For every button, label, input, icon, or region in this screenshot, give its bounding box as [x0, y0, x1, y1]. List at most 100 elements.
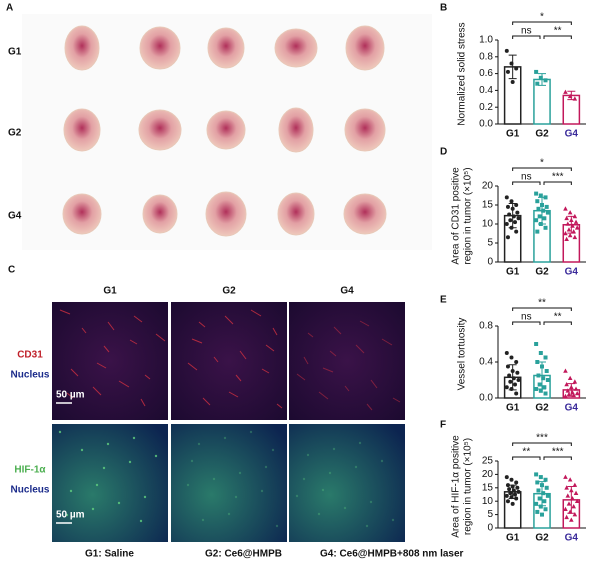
data-point: [504, 222, 509, 226]
vessel: [303, 356, 309, 365]
hypoxia-spot: [91, 507, 95, 511]
hypoxia-spot: [58, 430, 62, 434]
significance-label: **: [554, 312, 562, 323]
data-point: [540, 512, 544, 517]
vessel: [355, 344, 365, 354]
data-point: [513, 382, 518, 387]
vessel: [344, 385, 350, 392]
hypoxia-spot: [358, 441, 362, 445]
data-point: [535, 360, 540, 364]
error-bar: [508, 54, 517, 80]
significance-label: **: [522, 447, 530, 458]
significance-bracket: [543, 181, 572, 185]
data-point: [573, 490, 579, 495]
tumor: [62, 193, 102, 235]
data-point: [510, 206, 515, 211]
hypoxia-spot: [80, 448, 84, 452]
data-point: [507, 212, 512, 217]
significance-label: **: [554, 26, 562, 37]
data-point: [572, 512, 578, 517]
data-point: [567, 210, 573, 215]
data-point: [511, 376, 516, 381]
vessel: [228, 391, 239, 398]
data-point: [544, 369, 549, 373]
data-point: [509, 387, 514, 391]
scale-label: 50 µm: [56, 390, 85, 401]
data-point: [538, 222, 543, 226]
vessel: [140, 398, 146, 407]
data-point: [543, 195, 548, 200]
vessel: [392, 397, 401, 403]
data-point: [514, 391, 519, 396]
column-label: G4: [340, 286, 354, 297]
x-tick-label: G4: [565, 267, 579, 278]
data-point: [543, 477, 548, 482]
hypoxia-spot: [380, 459, 384, 463]
data-point: [543, 391, 548, 396]
column-label: G2: [222, 286, 236, 297]
hypoxia-spot: [238, 471, 242, 475]
hypoxia-spot: [190, 459, 194, 463]
vessel: [59, 309, 71, 315]
data-point: [537, 382, 542, 387]
y-tick-label: 0.0: [479, 393, 493, 404]
data-point: [563, 89, 568, 94]
hypoxia-spot: [132, 436, 136, 440]
data-point: [535, 480, 540, 485]
significance-bracket: [512, 307, 572, 311]
vessel: [213, 356, 219, 363]
vessel: [250, 309, 262, 317]
data-point: [537, 214, 542, 219]
hypoxia-spot: [302, 477, 306, 481]
micrograph: [52, 302, 168, 420]
data-point: [541, 208, 546, 213]
significance-bracket: [512, 167, 572, 171]
data-point: [534, 472, 539, 477]
y-axis-label: region in tumor (×10⁵): [463, 167, 474, 264]
data-point: [572, 482, 578, 487]
data-point: [545, 378, 550, 382]
y-axis-label: Area of CD31 positive: [451, 167, 462, 265]
data-point: [510, 501, 515, 506]
data-point: [567, 477, 573, 482]
vessel: [381, 338, 393, 346]
vessel: [329, 350, 337, 357]
data-point: [516, 378, 521, 382]
data-point: [565, 388, 571, 393]
micrograph: [289, 424, 405, 542]
panel-letter: F: [440, 420, 446, 431]
hypoxia-spot: [306, 453, 310, 457]
data-point: [504, 351, 509, 355]
micrograph: [289, 302, 405, 420]
data-point: [505, 364, 510, 369]
y-tick-label: 25: [482, 456, 494, 467]
data-point: [542, 499, 547, 504]
significance-label: ***: [552, 172, 564, 183]
data-point: [564, 215, 569, 221]
data-point: [538, 193, 543, 198]
tumor: [63, 108, 101, 152]
hypoxia-spot: [69, 489, 73, 493]
significance-label: **: [538, 298, 546, 309]
bar: [533, 78, 551, 125]
micrograph: [171, 302, 287, 420]
data-point: [514, 360, 519, 364]
row-label: G2: [8, 128, 22, 139]
data-point: [544, 204, 549, 209]
significance-label: ns: [521, 26, 532, 37]
hypoxia-spot: [117, 501, 121, 505]
x-tick-label: G1: [506, 403, 520, 414]
data-point: [543, 78, 548, 83]
significance-bracket: [543, 35, 572, 39]
hypoxia-spot: [186, 483, 190, 487]
tumor: [207, 27, 245, 69]
vessel: [359, 320, 370, 327]
data-point: [574, 225, 580, 230]
data-point: [536, 488, 541, 493]
significance-bracket: [512, 456, 541, 460]
hypoxia-spot: [65, 513, 69, 517]
vessel: [92, 386, 102, 396]
vessel: [239, 350, 247, 360]
significance-bracket: [543, 321, 572, 325]
